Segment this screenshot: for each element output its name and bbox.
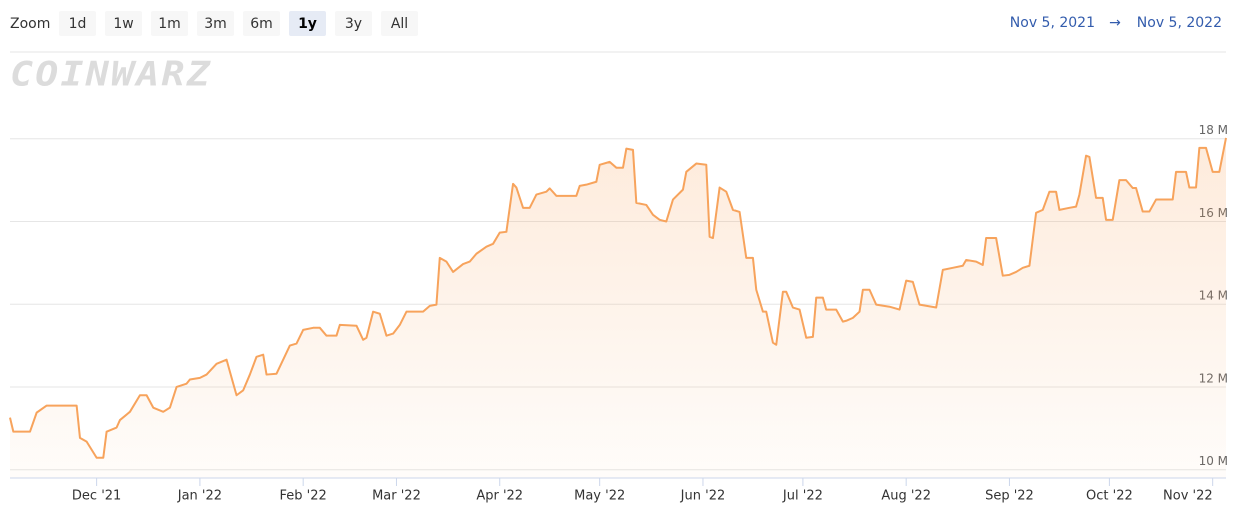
x-tick-label: Jan '22: [177, 489, 222, 504]
zoom-button-bg: [197, 11, 234, 36]
zoom-button-label: 1m: [158, 16, 181, 32]
x-tick-label: Dec '21: [72, 489, 121, 504]
x-tick-label: Jul '22: [782, 489, 823, 504]
zoom-button-label: 1w: [113, 16, 133, 32]
zoom-button-label: 3y: [345, 16, 362, 32]
range-arrow: →: [1109, 15, 1121, 31]
zoom-button-bg: [105, 11, 142, 36]
area-fill: [10, 137, 1226, 478]
y-tick-label: 18 M: [1199, 123, 1228, 137]
zoom-button-label: 1d: [69, 16, 87, 32]
zoom-button-bg: [289, 11, 326, 36]
zoom-button-label: 1y: [298, 16, 317, 32]
zoom-button-label: 3m: [204, 16, 227, 32]
zoom-button[interactable]: 1y: [289, 11, 326, 36]
zoom-button[interactable]: All: [381, 11, 418, 36]
zoom-button[interactable]: 1d: [59, 11, 96, 36]
zoom-button-bg: [59, 11, 96, 36]
zoom-button-bg: [151, 11, 188, 36]
zoom-button[interactable]: 3y: [335, 11, 372, 36]
x-tick-label: Jun '22: [680, 489, 726, 504]
zoom-button-bg: [243, 11, 280, 36]
zoom-button[interactable]: 1w: [105, 11, 142, 36]
zoom-button-bg: [335, 11, 372, 36]
zoom-button[interactable]: 3m: [197, 11, 234, 36]
line: [9, 137, 1227, 459]
zoom-label: Zoom: [10, 16, 50, 32]
zoom-button[interactable]: 1m: [151, 11, 188, 36]
x-tick-label: Apr '22: [476, 489, 523, 504]
range-to: Nov 5, 2022: [1137, 15, 1222, 31]
zoom-button-bg: [381, 11, 418, 36]
zoom-button-label: 6m: [250, 16, 273, 32]
x-tick-label: Sep '22: [985, 489, 1034, 504]
x-tick-label: Aug '22: [881, 489, 931, 504]
watermark: COINWARZ: [10, 55, 212, 95]
x-tick-label: Feb '22: [280, 489, 327, 504]
x-tick-label: Mar '22: [372, 489, 421, 504]
x-tick-label: Nov '22: [1163, 489, 1213, 504]
x-tick-label: Oct '22: [1086, 489, 1133, 504]
zoom-button-label: All: [391, 16, 408, 32]
zoom-button[interactable]: 6m: [243, 11, 280, 36]
x-tick-label: May '22: [574, 489, 625, 504]
range-from: Nov 5, 2021: [1010, 15, 1095, 31]
